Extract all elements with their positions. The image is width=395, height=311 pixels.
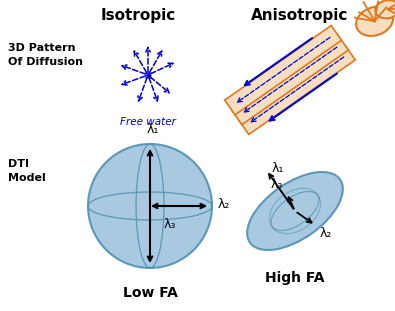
Polygon shape [231,35,348,125]
Polygon shape [225,26,342,115]
Text: 3D Pattern
Of Diffusion: 3D Pattern Of Diffusion [8,44,83,67]
Ellipse shape [247,172,343,250]
Text: λ₁: λ₁ [271,161,284,174]
Ellipse shape [375,0,395,18]
Text: Free water: Free water [120,117,176,127]
Text: λ₃: λ₃ [164,217,176,230]
Text: Isotropic: Isotropic [100,8,176,23]
Text: λ₂: λ₂ [218,197,230,211]
Text: Anisotropic: Anisotropic [251,8,349,23]
Text: Low FA: Low FA [122,286,177,300]
Text: High FA: High FA [265,271,325,285]
Text: λ₁: λ₁ [147,123,159,136]
Circle shape [88,144,212,268]
Text: λ₃: λ₃ [270,178,282,191]
Text: λ₂: λ₂ [320,227,332,240]
Ellipse shape [356,7,393,36]
Polygon shape [239,45,355,134]
Text: DTI
Model: DTI Model [8,160,46,183]
